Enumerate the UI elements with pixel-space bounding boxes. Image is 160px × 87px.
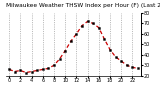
- Text: Milwaukee Weather THSW Index per Hour (F) (Last 24 Hours): Milwaukee Weather THSW Index per Hour (F…: [6, 3, 160, 8]
